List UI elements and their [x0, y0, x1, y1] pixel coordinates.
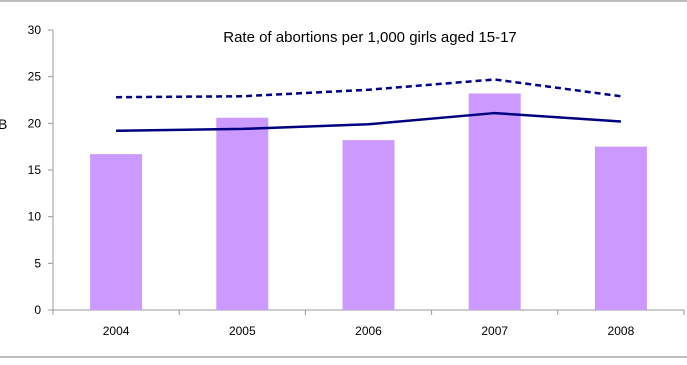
bar-2007 [469, 93, 521, 310]
bar-2006 [343, 140, 395, 310]
bars [90, 93, 647, 310]
x-tick-label: 2008 [608, 324, 635, 338]
y-tick-label: 20 [28, 116, 42, 130]
bar-2005 [216, 118, 268, 310]
series-line-solid [116, 113, 621, 131]
y-tick-label: 15 [28, 163, 42, 177]
x-tick-label: 2004 [103, 324, 130, 338]
bar-2008 [595, 147, 647, 310]
x-tick-label: 2006 [355, 324, 382, 338]
y-tick-label: 10 [28, 210, 42, 224]
clipped-axis-label: B [0, 116, 7, 132]
y-tick-label: 30 [28, 23, 42, 37]
y-axis: 0 5 10 15 20 25 30 [28, 23, 53, 317]
y-tick-label: 0 [34, 303, 41, 317]
lines [116, 79, 621, 131]
x-axis: 2004 2005 2006 2007 2008 [53, 310, 684, 338]
bar-2004 [90, 154, 142, 310]
chart-title: Rate of abortions per 1,000 girls aged 1… [223, 29, 517, 46]
x-tick-label: 2005 [229, 324, 256, 338]
y-tick-label: 25 [28, 70, 42, 84]
x-tick-label: 2007 [481, 324, 508, 338]
series-line-dashed [116, 79, 621, 97]
y-tick-label: 5 [34, 256, 41, 270]
